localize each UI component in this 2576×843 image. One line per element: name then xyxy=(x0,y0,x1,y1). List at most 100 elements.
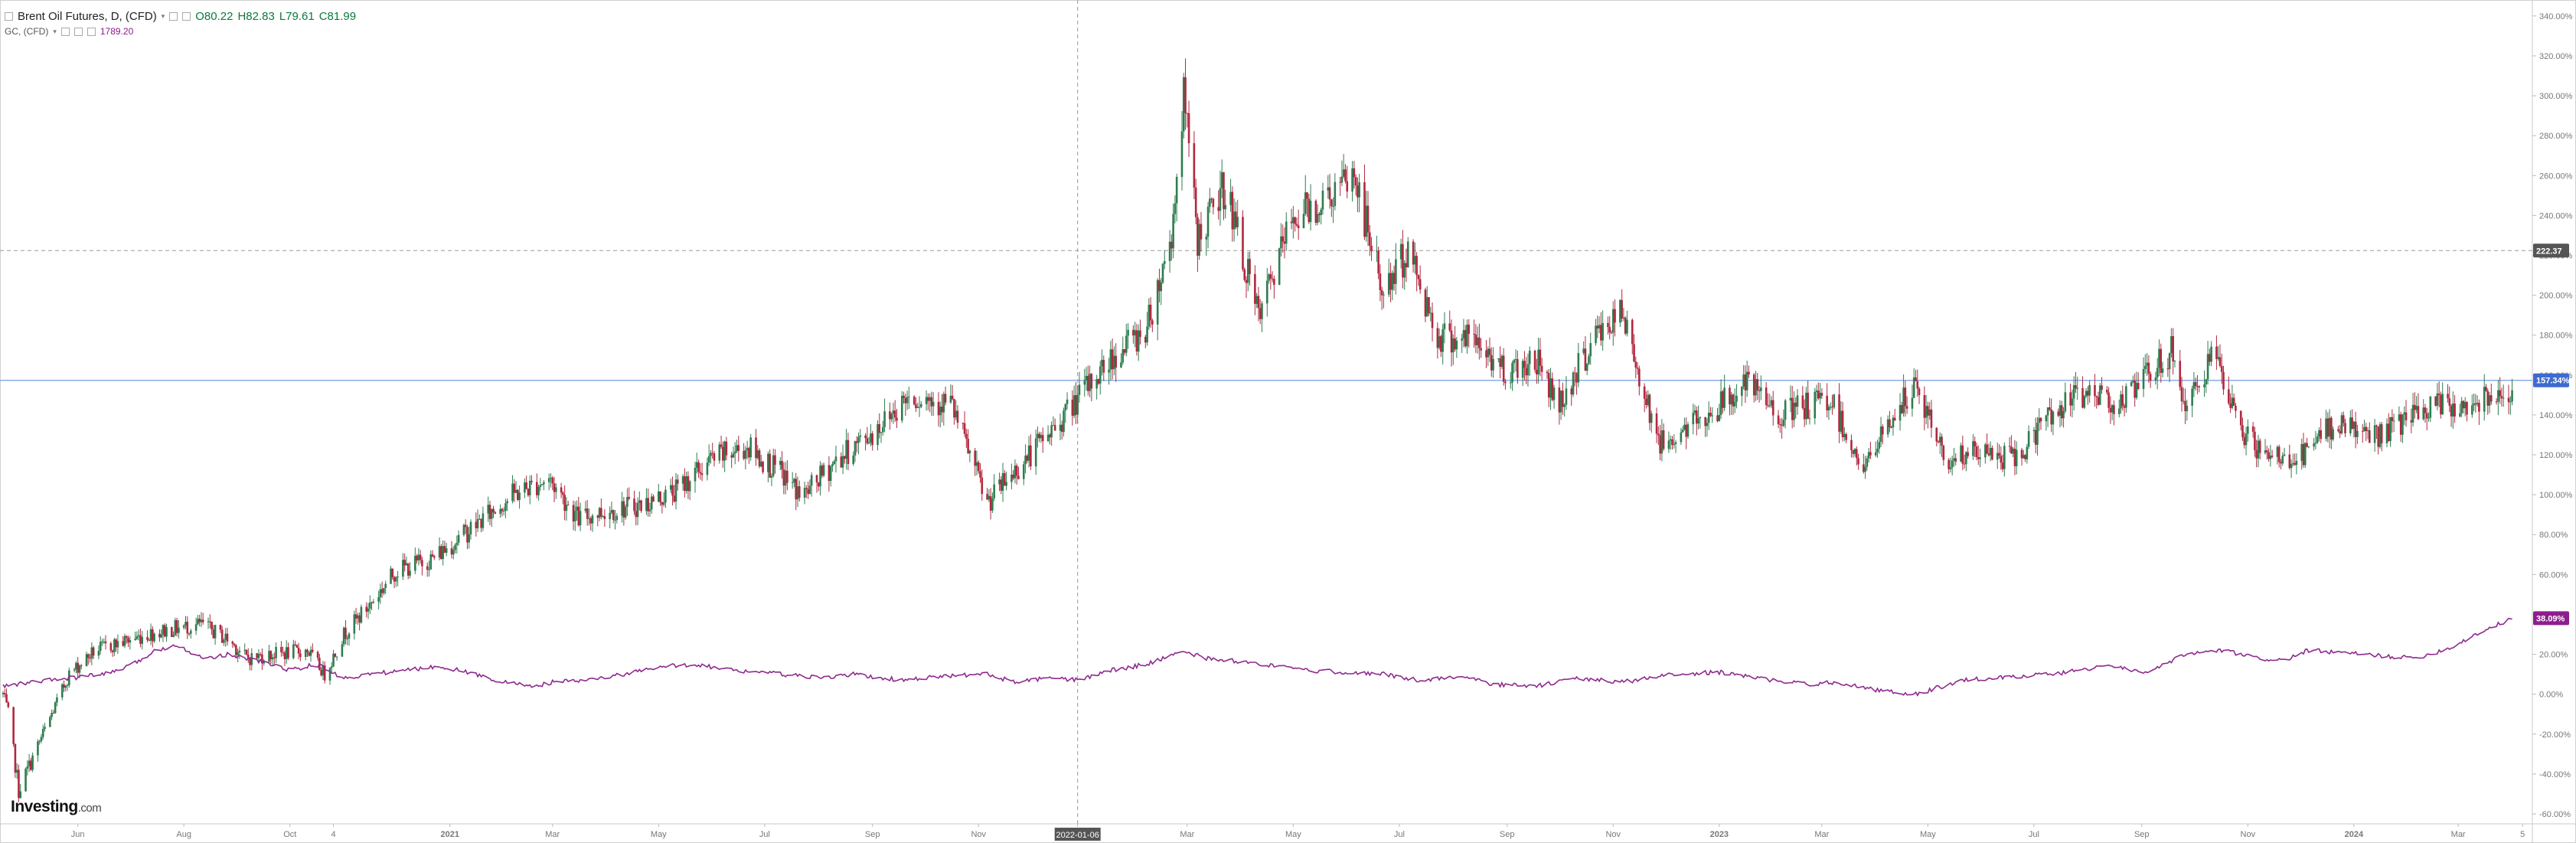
candle-body xyxy=(243,649,246,651)
candle xyxy=(1332,197,1334,224)
compare-series-legend[interactable]: GC, (CFD) ▾ 1789.20 xyxy=(5,25,356,38)
candle-body xyxy=(1693,410,1696,413)
candle-body xyxy=(2064,392,2067,412)
candle xyxy=(1330,198,1333,217)
candle xyxy=(1083,368,1086,397)
candle xyxy=(1986,433,1988,455)
candle xyxy=(1695,406,1698,436)
candle-body xyxy=(953,399,955,418)
candle-body xyxy=(844,456,846,459)
candle-body xyxy=(2486,390,2489,406)
candle-body xyxy=(1158,279,1161,292)
candle xyxy=(722,441,724,469)
candle-body xyxy=(1497,358,1500,360)
candle-body xyxy=(1462,330,1465,338)
candle-body xyxy=(1752,374,1755,396)
candle-body xyxy=(1918,388,1921,396)
candle xyxy=(1063,407,1065,437)
candle-body xyxy=(674,479,677,502)
candle xyxy=(919,400,922,409)
candle-body xyxy=(531,481,533,482)
candle-body xyxy=(75,662,77,670)
candle xyxy=(628,487,630,501)
candle-body xyxy=(1893,417,1896,421)
candle-body xyxy=(1723,387,1725,408)
candle-body xyxy=(466,527,469,543)
candle xyxy=(2447,384,2449,403)
candle xyxy=(2337,426,2339,433)
main-symbol[interactable]: Brent Oil Futures, D, (CFD) xyxy=(18,9,157,23)
candle-body xyxy=(3,692,6,694)
candle-body xyxy=(419,554,422,560)
candle-body xyxy=(1087,375,1089,391)
candle-body xyxy=(687,475,690,492)
candle-body xyxy=(755,437,757,459)
candle-body xyxy=(2509,401,2512,403)
candle-body xyxy=(1748,371,1750,375)
candle xyxy=(2218,344,2222,368)
candle-body xyxy=(2245,433,2248,446)
candle xyxy=(1295,217,1298,227)
candle-body xyxy=(1733,401,1736,407)
candle xyxy=(1626,310,1628,337)
candle xyxy=(1387,258,1390,297)
candle-body xyxy=(998,479,1001,485)
candle-body xyxy=(803,488,806,498)
candle xyxy=(760,454,762,468)
chevron-down-icon[interactable]: ▾ xyxy=(53,27,57,35)
candle-body xyxy=(624,506,627,518)
candle-body xyxy=(1843,433,1846,437)
candle xyxy=(1577,343,1580,387)
candle-body xyxy=(2049,407,2051,410)
candle xyxy=(1003,469,1006,486)
remove-icon[interactable] xyxy=(87,27,96,36)
candle-body xyxy=(2440,394,2442,415)
candle-body xyxy=(115,639,117,648)
hide-icon[interactable] xyxy=(73,27,83,36)
candle-body xyxy=(810,475,813,486)
candle-body xyxy=(2337,429,2339,431)
candle-body xyxy=(122,641,125,646)
candle-body xyxy=(1005,482,1007,486)
candle xyxy=(148,638,151,642)
candle xyxy=(828,456,831,492)
candle-body xyxy=(640,500,642,511)
candle-body xyxy=(1499,358,1501,367)
candle xyxy=(162,624,165,642)
candle xyxy=(38,740,41,745)
candle-body xyxy=(1357,185,1359,198)
candle xyxy=(353,610,356,640)
candle-body xyxy=(1041,435,1044,442)
candle-body xyxy=(603,516,606,519)
settings-icon[interactable] xyxy=(60,27,70,36)
candle xyxy=(249,657,251,671)
candle xyxy=(937,392,940,427)
candle xyxy=(755,429,757,466)
settings-icon[interactable] xyxy=(169,11,178,21)
hide-icon[interactable] xyxy=(182,11,191,21)
candle xyxy=(2391,409,2394,433)
candle xyxy=(2326,412,2330,443)
candle-body xyxy=(1461,338,1463,341)
candle-body xyxy=(2107,392,2110,408)
candle-body xyxy=(2437,393,2441,395)
candle xyxy=(2149,371,2152,388)
candle xyxy=(2264,439,2267,455)
compare-symbol[interactable]: GC, (CFD) xyxy=(5,26,49,37)
collapse-icon[interactable] xyxy=(5,11,13,21)
candle-body xyxy=(732,453,735,458)
candle-body xyxy=(647,498,649,511)
chevron-down-icon[interactable]: ▾ xyxy=(161,11,165,20)
candle-body xyxy=(889,411,891,420)
candle-body xyxy=(2076,387,2079,389)
candle-body xyxy=(1492,358,1494,371)
candle xyxy=(111,649,114,657)
candle-body xyxy=(416,555,418,560)
candle xyxy=(1353,161,1356,189)
candle-body xyxy=(711,453,714,454)
main-series-legend[interactable]: Brent Oil Futures, D, (CFD) ▾ O80.22 H82… xyxy=(5,8,356,25)
candle-body xyxy=(784,470,787,486)
candle xyxy=(1158,268,1161,302)
compare-last-badge-bg xyxy=(2533,611,2569,626)
